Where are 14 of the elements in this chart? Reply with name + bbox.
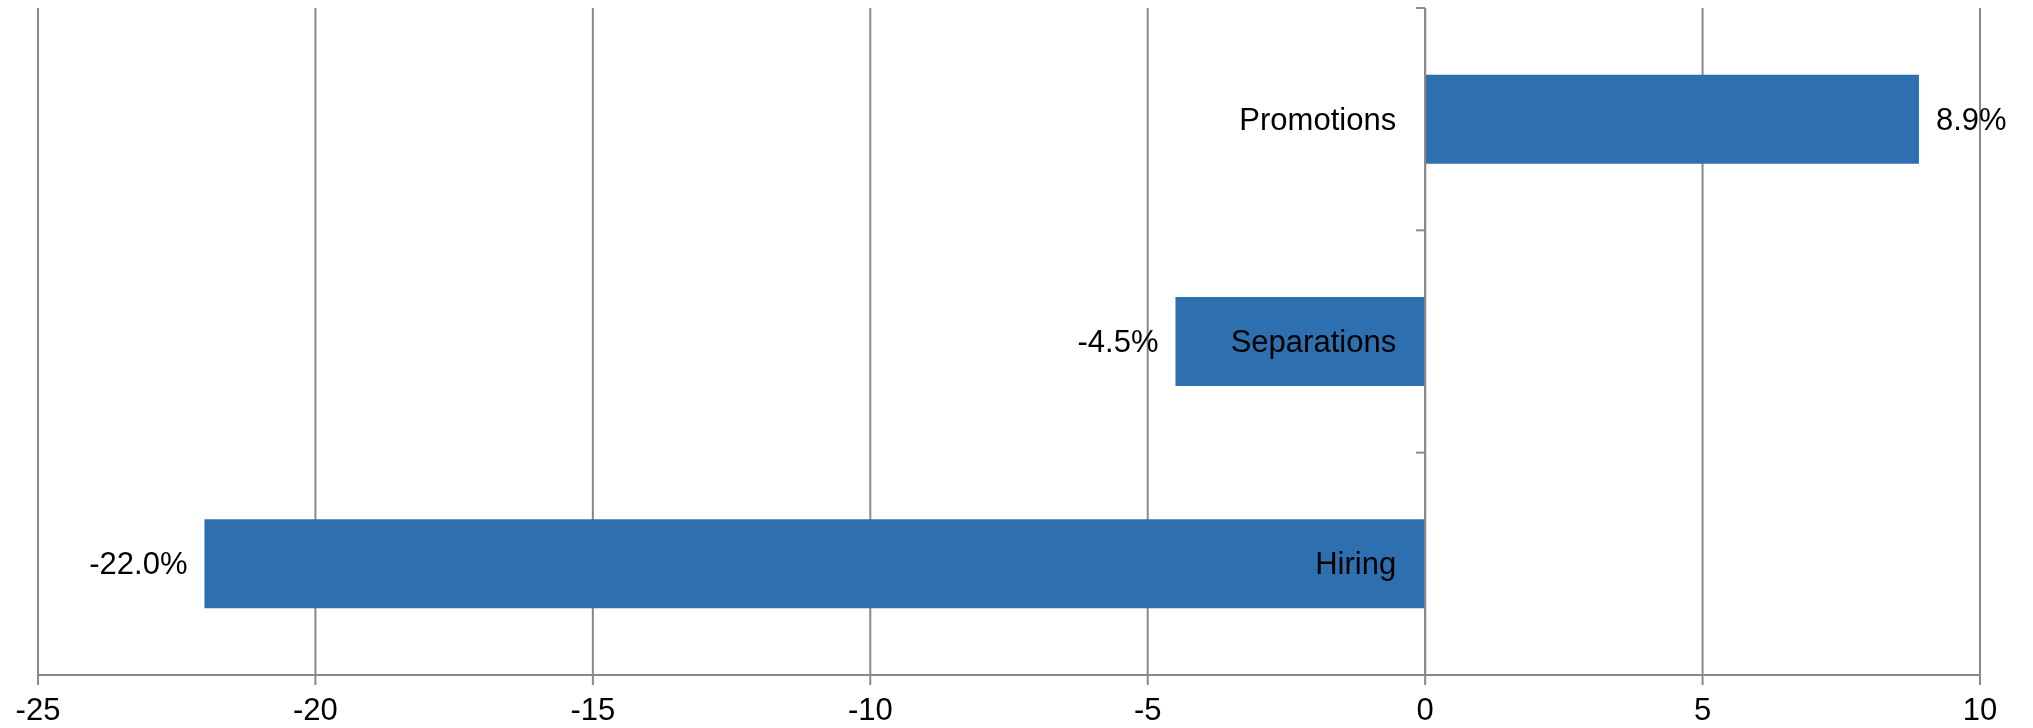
data-label: 8.9%: [1935, 101, 2007, 137]
data-label: -22.0%: [89, 546, 188, 582]
x-tick-label: 0: [1416, 692, 1434, 728]
y-tick-label: Hiring: [1315, 546, 1397, 582]
x-tick-label: 5: [1693, 692, 1712, 728]
data-label: -4.5%: [1077, 324, 1159, 360]
y-tick-label: Separations: [1230, 324, 1397, 359]
x-tick-label: 10: [1962, 692, 1998, 728]
x-tick-label: -10: [847, 692, 893, 728]
x-tick-label: -5: [1133, 692, 1162, 728]
x-tick-label: -20: [293, 692, 338, 728]
x-tick-label: -25: [15, 692, 61, 728]
y-tick-label: Promotions: [1239, 101, 1397, 137]
x-tick-label: -15: [570, 692, 616, 728]
